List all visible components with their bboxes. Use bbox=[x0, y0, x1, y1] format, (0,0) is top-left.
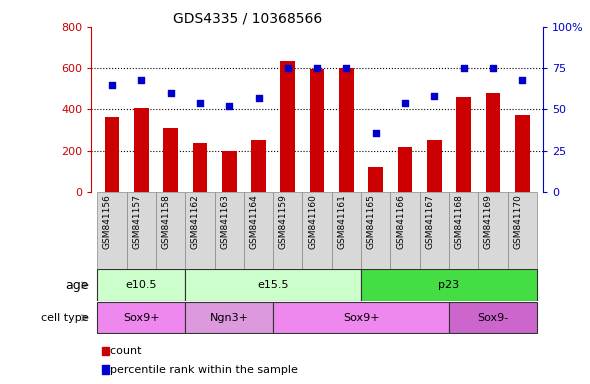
Bar bbox=[185, 192, 215, 269]
Point bbox=[430, 93, 439, 99]
Point bbox=[342, 65, 351, 71]
Bar bbox=[251, 141, 266, 192]
Bar bbox=[134, 108, 149, 192]
Bar bbox=[127, 192, 156, 269]
Point bbox=[517, 77, 527, 83]
Text: e15.5: e15.5 bbox=[257, 280, 289, 290]
Bar bbox=[273, 302, 449, 333]
Bar bbox=[104, 117, 119, 192]
Bar bbox=[368, 167, 383, 192]
Text: GSM841160: GSM841160 bbox=[308, 194, 317, 249]
Bar bbox=[507, 192, 537, 269]
Bar bbox=[280, 61, 295, 192]
Bar bbox=[398, 147, 412, 192]
Bar bbox=[244, 192, 273, 269]
Point bbox=[195, 100, 205, 106]
Point bbox=[313, 65, 322, 71]
Bar bbox=[97, 192, 127, 269]
Point bbox=[371, 129, 381, 136]
Text: e10.5: e10.5 bbox=[126, 280, 157, 290]
Text: GSM841159: GSM841159 bbox=[279, 194, 288, 249]
Text: GSM841166: GSM841166 bbox=[396, 194, 405, 249]
Bar bbox=[361, 192, 391, 269]
Text: Sox9+: Sox9+ bbox=[343, 313, 379, 323]
Text: GSM841163: GSM841163 bbox=[220, 194, 229, 249]
Text: GSM841156: GSM841156 bbox=[103, 194, 112, 249]
Bar bbox=[163, 128, 178, 192]
Text: count: count bbox=[103, 346, 142, 356]
Point bbox=[459, 65, 468, 71]
Bar bbox=[515, 114, 530, 192]
Bar bbox=[449, 302, 537, 333]
Bar bbox=[222, 151, 237, 192]
Point bbox=[224, 103, 234, 109]
Bar bbox=[449, 192, 478, 269]
Text: GSM841167: GSM841167 bbox=[425, 194, 434, 249]
Point bbox=[283, 65, 293, 71]
Text: cell type: cell type bbox=[41, 313, 88, 323]
Bar bbox=[427, 141, 442, 192]
Text: age: age bbox=[65, 279, 88, 291]
Point bbox=[166, 90, 175, 96]
Text: GSM841157: GSM841157 bbox=[132, 194, 141, 249]
Bar bbox=[192, 144, 207, 192]
Text: GSM841168: GSM841168 bbox=[455, 194, 464, 249]
Text: GSM841165: GSM841165 bbox=[367, 194, 376, 249]
Text: GSM841170: GSM841170 bbox=[513, 194, 522, 249]
Bar bbox=[332, 192, 361, 269]
Text: Sox9-: Sox9- bbox=[477, 313, 509, 323]
Text: p23: p23 bbox=[438, 280, 460, 290]
Text: Sox9+: Sox9+ bbox=[123, 313, 159, 323]
Text: GSM841162: GSM841162 bbox=[191, 194, 200, 249]
Point bbox=[254, 95, 263, 101]
Text: percentile rank within the sample: percentile rank within the sample bbox=[103, 365, 298, 375]
Bar bbox=[456, 97, 471, 192]
Bar bbox=[156, 192, 185, 269]
Bar bbox=[185, 270, 361, 301]
Bar bbox=[97, 302, 185, 333]
Point bbox=[489, 65, 498, 71]
Bar bbox=[486, 93, 500, 192]
Bar bbox=[478, 192, 507, 269]
Bar bbox=[303, 192, 332, 269]
Bar bbox=[97, 270, 185, 301]
Point bbox=[136, 77, 146, 83]
Bar bbox=[339, 68, 354, 192]
Text: GSM841158: GSM841158 bbox=[162, 194, 171, 249]
Bar bbox=[185, 302, 273, 333]
Bar bbox=[361, 270, 537, 301]
Bar bbox=[215, 192, 244, 269]
Text: Ngn3+: Ngn3+ bbox=[209, 313, 249, 323]
Text: GSM841164: GSM841164 bbox=[250, 194, 258, 249]
Bar bbox=[273, 192, 303, 269]
Bar bbox=[419, 192, 449, 269]
Bar bbox=[391, 192, 419, 269]
Point bbox=[107, 82, 117, 88]
Text: GSM841161: GSM841161 bbox=[337, 194, 346, 249]
Point bbox=[401, 100, 410, 106]
Bar bbox=[310, 69, 324, 192]
Text: GDS4335 / 10368566: GDS4335 / 10368566 bbox=[173, 12, 322, 25]
Text: GSM841169: GSM841169 bbox=[484, 194, 493, 249]
